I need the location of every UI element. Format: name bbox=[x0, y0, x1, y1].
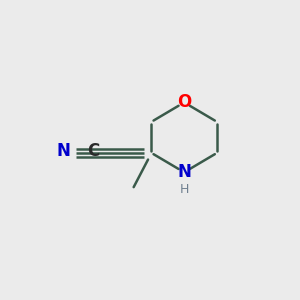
Text: O: O bbox=[177, 93, 191, 111]
Text: N: N bbox=[177, 163, 191, 181]
Text: N: N bbox=[57, 142, 71, 160]
Text: C: C bbox=[87, 142, 100, 160]
Text: H: H bbox=[179, 183, 189, 196]
